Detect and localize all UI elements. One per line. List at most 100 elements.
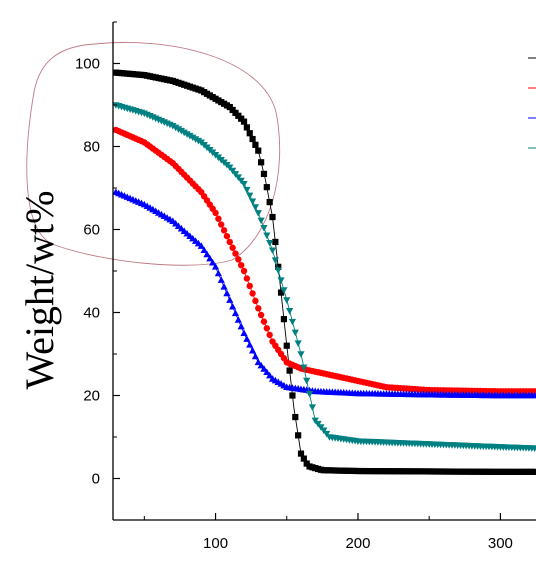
y-tick-label: 80 bbox=[83, 139, 100, 156]
series-3-point bbox=[237, 322, 245, 330]
y-tick-label: 60 bbox=[83, 222, 100, 239]
y-tick-label: 100 bbox=[75, 56, 100, 73]
series-1-point bbox=[292, 413, 299, 421]
series-layer bbox=[112, 69, 536, 475]
series-4-point bbox=[530, 445, 536, 452]
series-2-point bbox=[229, 244, 236, 251]
series-4-point bbox=[226, 164, 234, 172]
hand-drawn-annotation-ellipse bbox=[26, 41, 281, 266]
x-tick-label: 100 bbox=[203, 535, 228, 552]
series-3 bbox=[112, 188, 536, 399]
series-1-point bbox=[249, 135, 256, 143]
series-4-point bbox=[297, 351, 305, 358]
series-4-point bbox=[294, 340, 302, 348]
y-tick-label: 40 bbox=[83, 305, 100, 322]
series-1-point bbox=[255, 147, 262, 154]
series-4-point bbox=[180, 129, 188, 137]
series-4-point bbox=[291, 329, 299, 337]
series-3-point bbox=[200, 246, 208, 254]
series-3-point bbox=[217, 276, 225, 283]
series-1-point bbox=[269, 213, 276, 221]
series-3-point bbox=[248, 346, 257, 354]
series-2-point bbox=[218, 221, 225, 228]
series-1-point bbox=[277, 289, 285, 296]
series-4-point bbox=[286, 308, 294, 315]
series-2-point bbox=[243, 275, 251, 282]
series-3-point bbox=[243, 335, 251, 342]
y-tick-label: 0 bbox=[92, 471, 100, 488]
series-3-point bbox=[226, 296, 234, 303]
y-axis-label: Weight/wt% bbox=[17, 191, 62, 390]
series-1-point bbox=[272, 238, 279, 246]
series-2-point bbox=[260, 318, 268, 325]
series-3-point bbox=[231, 309, 240, 317]
series-4-point bbox=[274, 267, 282, 274]
series-1-point bbox=[295, 432, 302, 439]
series-3-point bbox=[214, 269, 222, 277]
series-1-point bbox=[300, 455, 307, 462]
series-4-point bbox=[320, 427, 328, 435]
series-4-point bbox=[240, 181, 248, 188]
series-3-point bbox=[240, 329, 248, 337]
series-2-point bbox=[252, 297, 259, 305]
series-4-point bbox=[257, 217, 265, 225]
series-2-point bbox=[266, 331, 273, 339]
series-2-point bbox=[237, 261, 245, 269]
series-4-point bbox=[172, 124, 180, 132]
series-4-point bbox=[189, 134, 197, 142]
series-3-point bbox=[257, 361, 265, 369]
series-4-point bbox=[283, 297, 291, 304]
series-4-point bbox=[243, 186, 251, 194]
series-4-point bbox=[248, 198, 257, 206]
series-1-point bbox=[297, 450, 305, 457]
series-2 bbox=[112, 126, 536, 395]
series-4-point bbox=[271, 257, 279, 265]
series-1-point bbox=[531, 468, 536, 475]
series-3-line bbox=[115, 191, 536, 396]
series-1-point bbox=[283, 342, 290, 349]
series-4-point bbox=[308, 404, 316, 411]
series-4-point bbox=[174, 126, 183, 133]
series-2-point bbox=[232, 250, 239, 257]
series-4-point bbox=[192, 136, 200, 143]
series-4-point bbox=[317, 424, 325, 431]
series-4-point bbox=[183, 131, 191, 138]
series-2-point bbox=[215, 215, 222, 222]
series-4-point bbox=[251, 204, 260, 211]
series-2-point bbox=[223, 232, 231, 240]
x-tick-label: 300 bbox=[488, 535, 513, 552]
series-4-point bbox=[288, 318, 297, 326]
series-4 bbox=[112, 102, 536, 452]
series-3-point bbox=[246, 341, 254, 348]
series-1-point bbox=[246, 130, 253, 137]
series-1-point bbox=[286, 367, 293, 374]
series-1-point bbox=[263, 184, 270, 191]
series-1-line bbox=[115, 72, 536, 473]
series-3-point bbox=[234, 316, 242, 323]
series-4-point bbox=[305, 391, 314, 398]
axes: 0 20 40 60 80 100 100 200 300 bbox=[75, 21, 536, 552]
series-2-point bbox=[246, 282, 253, 290]
series-1-point bbox=[252, 141, 259, 148]
series-2-point bbox=[255, 305, 262, 312]
series-1-point bbox=[258, 159, 265, 166]
series-4-point bbox=[277, 277, 285, 284]
series-4-point bbox=[300, 364, 308, 372]
series-4-point bbox=[231, 171, 240, 178]
series-3-point bbox=[260, 365, 268, 372]
series-2-point bbox=[220, 227, 228, 234]
series-3-point bbox=[251, 352, 260, 360]
series-3-point bbox=[223, 289, 231, 297]
series-3-point bbox=[229, 302, 237, 310]
series-1-point bbox=[280, 316, 288, 323]
series-4-point bbox=[323, 430, 331, 438]
series-4-point bbox=[234, 174, 242, 182]
series-3-point bbox=[209, 258, 217, 266]
series-4-point bbox=[177, 127, 185, 135]
annotation-ellipse bbox=[26, 41, 281, 266]
series-1-point bbox=[275, 263, 282, 270]
series-3-point bbox=[254, 358, 262, 366]
series-4-point bbox=[237, 177, 245, 185]
series-3-point bbox=[263, 368, 271, 376]
series-3-point bbox=[206, 254, 214, 262]
